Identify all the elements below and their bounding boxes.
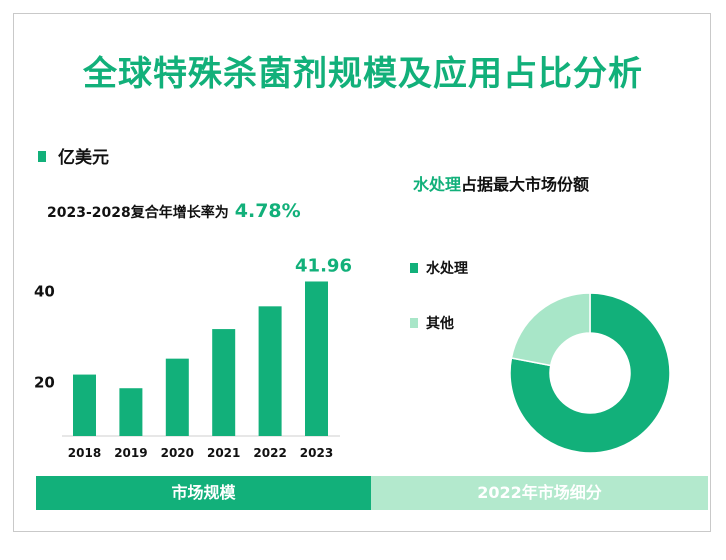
x-tick-label: 2021 [207,446,240,460]
donut-title: 水处理占据最大市场份额 [413,171,589,195]
legend-label-other: 其他 [426,316,454,332]
x-tick-label: 2022 [253,446,286,460]
footer-market-segment: 2022年市场细分 [371,476,708,510]
x-tick-label: 2019 [114,446,147,460]
donut-title-rest: 占据最大市场份额 [461,175,590,194]
unit-text: 亿美元 [58,148,109,168]
y-tick-label: 40 [34,282,55,300]
donut-chart [509,292,671,454]
unit-marker [38,151,46,162]
x-tick-label: 2018 [68,446,101,460]
bar [305,281,328,436]
bar [73,374,96,436]
chart-frame [13,13,711,532]
footer-market-size: 市场规模 [36,476,371,510]
cagr-annotation: 2023-2028复合年增长率为 4.78% [47,200,301,222]
cagr-label: 2023-2028复合年增长率为 [47,205,229,221]
donut-slice [509,292,671,454]
x-tick-label: 2023 [300,446,333,460]
unit-label: 亿美元 [38,143,109,168]
y-tick-label: 20 [34,373,55,391]
donut-title-highlight: 水处理 [413,175,462,194]
page-title: 全球特殊杀菌剂规模及应用占比分析 [83,54,643,94]
bar [212,329,236,436]
legend-label-water: 水处理 [426,261,468,277]
x-tick-label: 2020 [161,446,194,460]
legend-swatch-other [410,318,418,328]
legend-swatch-water [410,263,418,273]
bar [258,306,282,436]
donut-slice [510,292,591,367]
legend-item-water: 水处理 [410,258,468,278]
legend-item-other: 其他 [410,313,454,333]
bar [119,388,143,436]
bar [165,358,189,436]
bar-data-label: 41.96 [295,255,352,276]
cagr-value: 4.78% [234,200,301,222]
bar-chart: 20 40 2018 2019 2020 2021 2022 2023 41.96 [34,255,352,460]
